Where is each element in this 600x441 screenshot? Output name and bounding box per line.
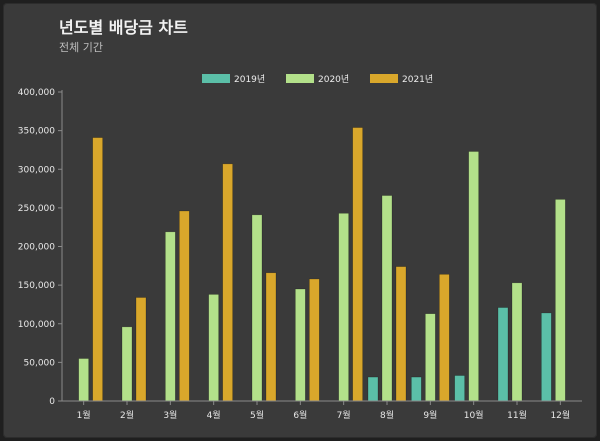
bar[interactable] (454, 375, 465, 402)
bar[interactable] (497, 307, 509, 402)
y-tick-label: 250,000 (18, 204, 55, 214)
bar[interactable] (208, 294, 219, 402)
x-tick-label: 1월 (77, 409, 91, 421)
y-tick-label: 350,000 (18, 127, 55, 137)
bar[interactable] (395, 266, 407, 402)
bar[interactable] (468, 151, 479, 402)
legend-swatch (286, 74, 314, 83)
bar[interactable] (338, 212, 349, 402)
y-tick-label: 150,000 (18, 281, 55, 291)
bar[interactable] (92, 137, 103, 402)
bar[interactable] (541, 312, 552, 402)
legend-item[interactable]: 2020년 (286, 74, 349, 85)
bar[interactable] (78, 358, 89, 402)
x-tick-label: 12월 (550, 409, 570, 421)
bar[interactable] (135, 297, 147, 402)
x-tick-label: 6월 (293, 409, 307, 421)
legend-swatch (370, 74, 398, 83)
bar[interactable] (295, 288, 306, 402)
x-tick-label: 5월 (250, 409, 264, 421)
y-tick-label: 100,000 (18, 320, 55, 330)
bar[interactable] (367, 376, 379, 402)
legend-label: 2021년 (402, 74, 433, 85)
x-axis: 1월 2월 3월 4월 5월 6월 7월 8월 9월 10월 11월 12월 (62, 400, 582, 421)
bar[interactable] (511, 282, 523, 402)
bar[interactable] (121, 326, 133, 402)
x-tick-label: 4월 (207, 409, 221, 421)
bar[interactable] (439, 274, 450, 402)
x-tick-label: 7월 (337, 409, 351, 421)
bar[interactable] (222, 163, 233, 402)
chart-subtitle: 전체 기간 (59, 41, 103, 54)
legend-item[interactable]: 2019년 (202, 74, 265, 85)
y-tick-label: 200,000 (18, 243, 55, 253)
x-tick-label: 3월 (163, 409, 177, 421)
chart-legend: 2019년 2020년 2021년 (202, 74, 433, 85)
y-tick-label: 50,000 (24, 358, 56, 368)
legend-label: 2020년 (318, 74, 349, 85)
bar[interactable] (411, 376, 422, 402)
x-tick-label: 11월 (507, 409, 527, 421)
bar[interactable] (352, 127, 363, 402)
x-tick-label: 2월 (120, 409, 134, 421)
x-tick-label: 8월 (380, 409, 394, 421)
x-tick-label: 10월 (464, 409, 484, 421)
y-tick-label: 300,000 (18, 165, 55, 175)
bar[interactable] (555, 199, 566, 402)
bar[interactable] (381, 195, 393, 402)
bar[interactable] (251, 214, 263, 402)
bar[interactable] (265, 272, 277, 402)
legend-item[interactable]: 2021년 (370, 74, 433, 85)
bar[interactable] (425, 313, 436, 402)
y-tick-label: 0 (49, 397, 55, 407)
bar[interactable] (309, 278, 320, 402)
y-tick-label: 400,000 (18, 88, 55, 98)
chart-title: 년도별 배당금 차트 (59, 18, 188, 37)
bar[interactable] (165, 231, 176, 402)
bars-area (78, 127, 566, 402)
legend-swatch (202, 74, 230, 83)
legend-label: 2019년 (234, 74, 265, 85)
x-tick-label: 9월 (423, 409, 437, 421)
y-axis: 0 50,000 100,000 150,000 200,000 250,000 300,0… (18, 88, 63, 407)
bar[interactable] (179, 210, 190, 402)
